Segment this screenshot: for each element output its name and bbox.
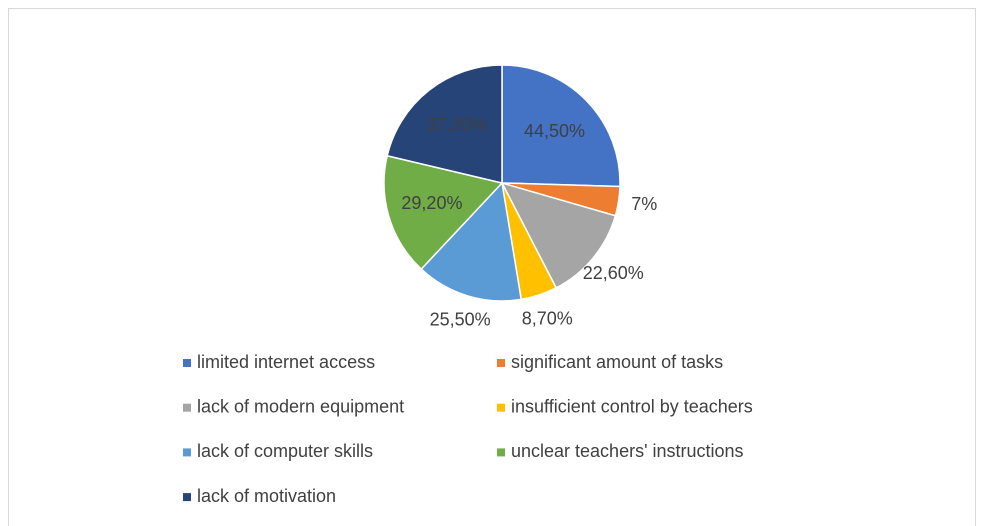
data-label: 37,20%	[426, 114, 487, 134]
legend-label: lack of computer skills	[197, 441, 373, 461]
legend-swatch	[183, 403, 191, 412]
data-label: 22,60%	[583, 263, 644, 283]
legend-swatch	[497, 359, 505, 367]
legend-label: lack of modern equipment	[197, 396, 404, 416]
pie-slice	[383, 154, 504, 271]
legend-label: lack of motivation	[197, 486, 336, 506]
pie-slice	[386, 64, 503, 184]
legend-swatch	[183, 448, 191, 457]
legend-label: significant amount of tasks	[511, 352, 723, 372]
pie-slice	[501, 64, 621, 188]
pie-slice	[420, 181, 523, 302]
legend-label: insufficient control by teachers	[511, 396, 753, 416]
data-label: 25,50%	[430, 309, 491, 329]
pie-slice	[500, 181, 617, 289]
data-label: 29,20%	[401, 193, 462, 213]
data-label: 44,50%	[524, 121, 585, 141]
legend-label: unclear teachers' instructions	[511, 441, 744, 461]
data-label: 8,70%	[522, 308, 573, 328]
legend-swatch	[183, 359, 191, 367]
legend-swatch	[497, 448, 505, 457]
legend-swatch	[497, 403, 505, 412]
data-label: 7%	[631, 194, 657, 214]
legend-label: limited internet access	[197, 352, 375, 372]
legend-swatch	[183, 493, 191, 502]
